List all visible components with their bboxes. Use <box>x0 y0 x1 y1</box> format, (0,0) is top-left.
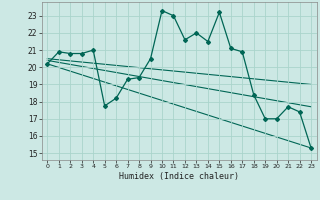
X-axis label: Humidex (Indice chaleur): Humidex (Indice chaleur) <box>119 172 239 181</box>
